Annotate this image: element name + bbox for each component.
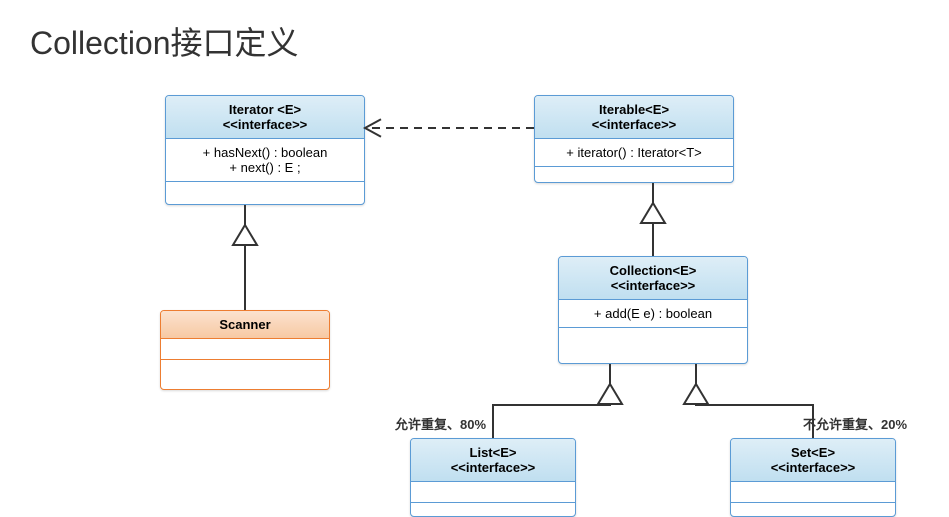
uml-name: Set<E>	[739, 445, 887, 460]
uml-box-iterable: Iterable<E><<interface>> + iterator() : I…	[534, 95, 734, 183]
uml-empty-body	[731, 482, 895, 502]
page-title: Collection接口定义	[30, 18, 299, 64]
uml-empty-section	[166, 181, 364, 195]
uml-method: + iterator() : Iterator<T>	[543, 145, 725, 160]
arrowhead-set-ext-collection	[684, 384, 708, 404]
uml-head-scanner: Scanner	[161, 311, 329, 339]
uml-methods: + iterator() : Iterator<T>	[535, 139, 733, 166]
arrowhead-collection-ext-iterable	[641, 203, 665, 223]
uml-name: Iterator <E>	[174, 102, 356, 117]
edge-list-ext-collection	[493, 384, 610, 438]
edge-set-ext-collection	[696, 384, 813, 438]
uml-empty-section	[161, 359, 329, 373]
uml-head-set: Set<E><<interface>>	[731, 439, 895, 482]
arrowhead-scanner-impl-iterator	[233, 225, 257, 245]
edge-label-set_label: 不允许重复、20%	[803, 414, 907, 433]
uml-box-iterator: Iterator <E><<interface>>+ hasNext() : b…	[165, 95, 365, 205]
uml-box-list: List<E><<interface>>	[410, 438, 576, 517]
arrowhead-list-ext-collection	[598, 384, 622, 404]
uml-head-iterator: Iterator <E><<interface>>	[166, 96, 364, 139]
uml-box-collection: Collection<E><<interface>> + add(E e) : b…	[558, 256, 748, 364]
uml-empty-section	[731, 502, 895, 516]
uml-stereotype: <<interface>>	[567, 278, 739, 293]
uml-methods: + hasNext() : boolean+ next() : E ;	[166, 139, 364, 181]
uml-empty-section	[535, 166, 733, 180]
uml-stereotype: <<interface>>	[174, 117, 356, 132]
uml-empty-body	[161, 339, 329, 359]
uml-head-collection: Collection<E><<interface>>	[559, 257, 747, 300]
uml-name: Scanner	[169, 317, 321, 332]
uml-box-set: Set<E><<interface>>	[730, 438, 896, 517]
uml-method: + next() : E ;	[174, 160, 356, 175]
uml-name: Collection<E>	[567, 263, 739, 278]
uml-stereotype: <<interface>>	[543, 117, 725, 132]
uml-stereotype: <<interface>>	[419, 460, 567, 475]
uml-head-list: List<E><<interface>>	[411, 439, 575, 482]
uml-empty-section	[411, 502, 575, 516]
uml-empty-section	[559, 327, 747, 341]
arrowhead-iterable-uses-iterator	[365, 119, 381, 137]
uml-method: + hasNext() : boolean	[174, 145, 356, 160]
uml-empty-body	[411, 482, 575, 502]
uml-head-iterable: Iterable<E><<interface>>	[535, 96, 733, 139]
uml-stereotype: <<interface>>	[739, 460, 887, 475]
uml-name: Iterable<E>	[543, 102, 725, 117]
uml-methods: + add(E e) : boolean	[559, 300, 747, 327]
uml-name: List<E>	[419, 445, 567, 460]
edge-label-list_label: 允许重复、80%	[395, 414, 486, 433]
uml-method: + add(E e) : boolean	[567, 306, 739, 321]
uml-box-scanner: Scanner	[160, 310, 330, 390]
